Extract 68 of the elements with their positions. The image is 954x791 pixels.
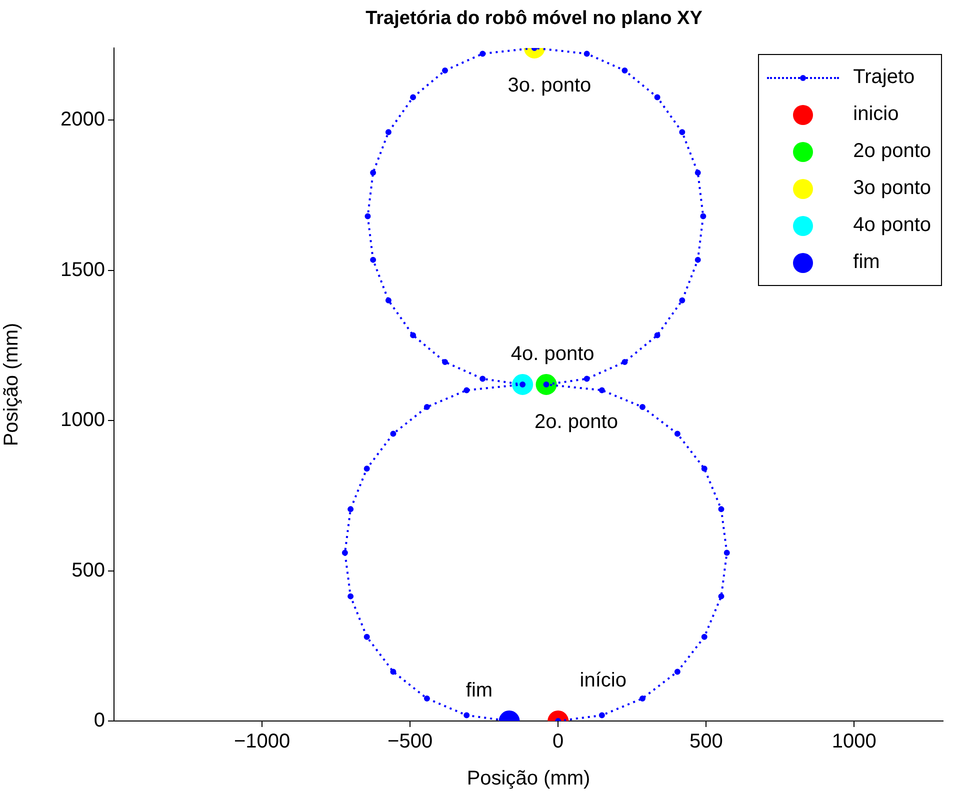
legend-label: 4o ponto <box>853 214 931 237</box>
legend-label: Trajeto <box>853 66 915 89</box>
point <box>385 129 392 136</box>
point <box>639 404 646 410</box>
point <box>370 170 376 176</box>
point <box>654 94 660 100</box>
point <box>639 695 646 702</box>
y-tick-label: 500 <box>72 559 105 582</box>
legend-label: 3o ponto <box>853 177 931 200</box>
legend-label: inicio <box>853 103 899 126</box>
point <box>424 404 430 410</box>
point <box>622 68 628 74</box>
point <box>442 68 448 74</box>
point <box>598 712 605 718</box>
point <box>654 332 660 338</box>
y-tick-label: 1500 <box>60 258 105 281</box>
point <box>442 358 448 365</box>
point <box>679 297 686 304</box>
point <box>701 466 708 472</box>
point <box>480 376 486 382</box>
x-tick-label: −500 <box>388 730 433 753</box>
point <box>724 550 730 556</box>
point <box>584 376 590 382</box>
point <box>718 593 724 600</box>
annotation: 4o. ponto <box>510 343 594 366</box>
point <box>598 387 605 394</box>
point <box>410 332 416 338</box>
point <box>622 358 628 365</box>
point <box>584 50 590 57</box>
point <box>364 634 370 640</box>
y-tick-label: 2000 <box>60 108 105 131</box>
x-tick-label: −1000 <box>234 730 290 753</box>
x-tick-label: 0 <box>552 730 564 753</box>
point <box>464 712 470 718</box>
point <box>348 506 354 512</box>
point <box>410 94 416 100</box>
x-tick-label: 1000 <box>832 730 876 753</box>
chart-title: Trajetória do robô móvel no plano XY <box>364 8 704 30</box>
point <box>385 297 392 304</box>
point <box>674 668 680 675</box>
point <box>464 387 470 394</box>
y-axis-title: Posição (mm) <box>0 322 23 446</box>
point <box>718 506 724 512</box>
point <box>348 593 354 600</box>
point <box>679 129 686 136</box>
x-tick-label: 500 <box>689 730 723 753</box>
x-axis-title: Posição (mm) <box>466 768 590 790</box>
point <box>364 213 371 220</box>
point <box>364 466 370 472</box>
y-tick-label: 1000 <box>60 409 105 432</box>
legend-label: fim <box>853 251 880 274</box>
point <box>694 256 701 263</box>
annotation: 3o. ponto <box>508 74 592 97</box>
point <box>370 256 376 263</box>
point <box>701 634 708 640</box>
point <box>424 695 430 702</box>
point <box>694 170 701 176</box>
annotation: início <box>580 670 626 692</box>
point <box>390 430 396 437</box>
point <box>674 430 680 437</box>
point <box>480 50 486 57</box>
point <box>342 550 348 556</box>
point <box>390 668 396 675</box>
annotation: 2o. ponto <box>534 411 618 434</box>
point <box>700 213 706 220</box>
y-tick-label: 0 <box>94 710 105 732</box>
legend-label: 2o ponto <box>853 140 931 163</box>
annotation: fim <box>466 680 493 702</box>
